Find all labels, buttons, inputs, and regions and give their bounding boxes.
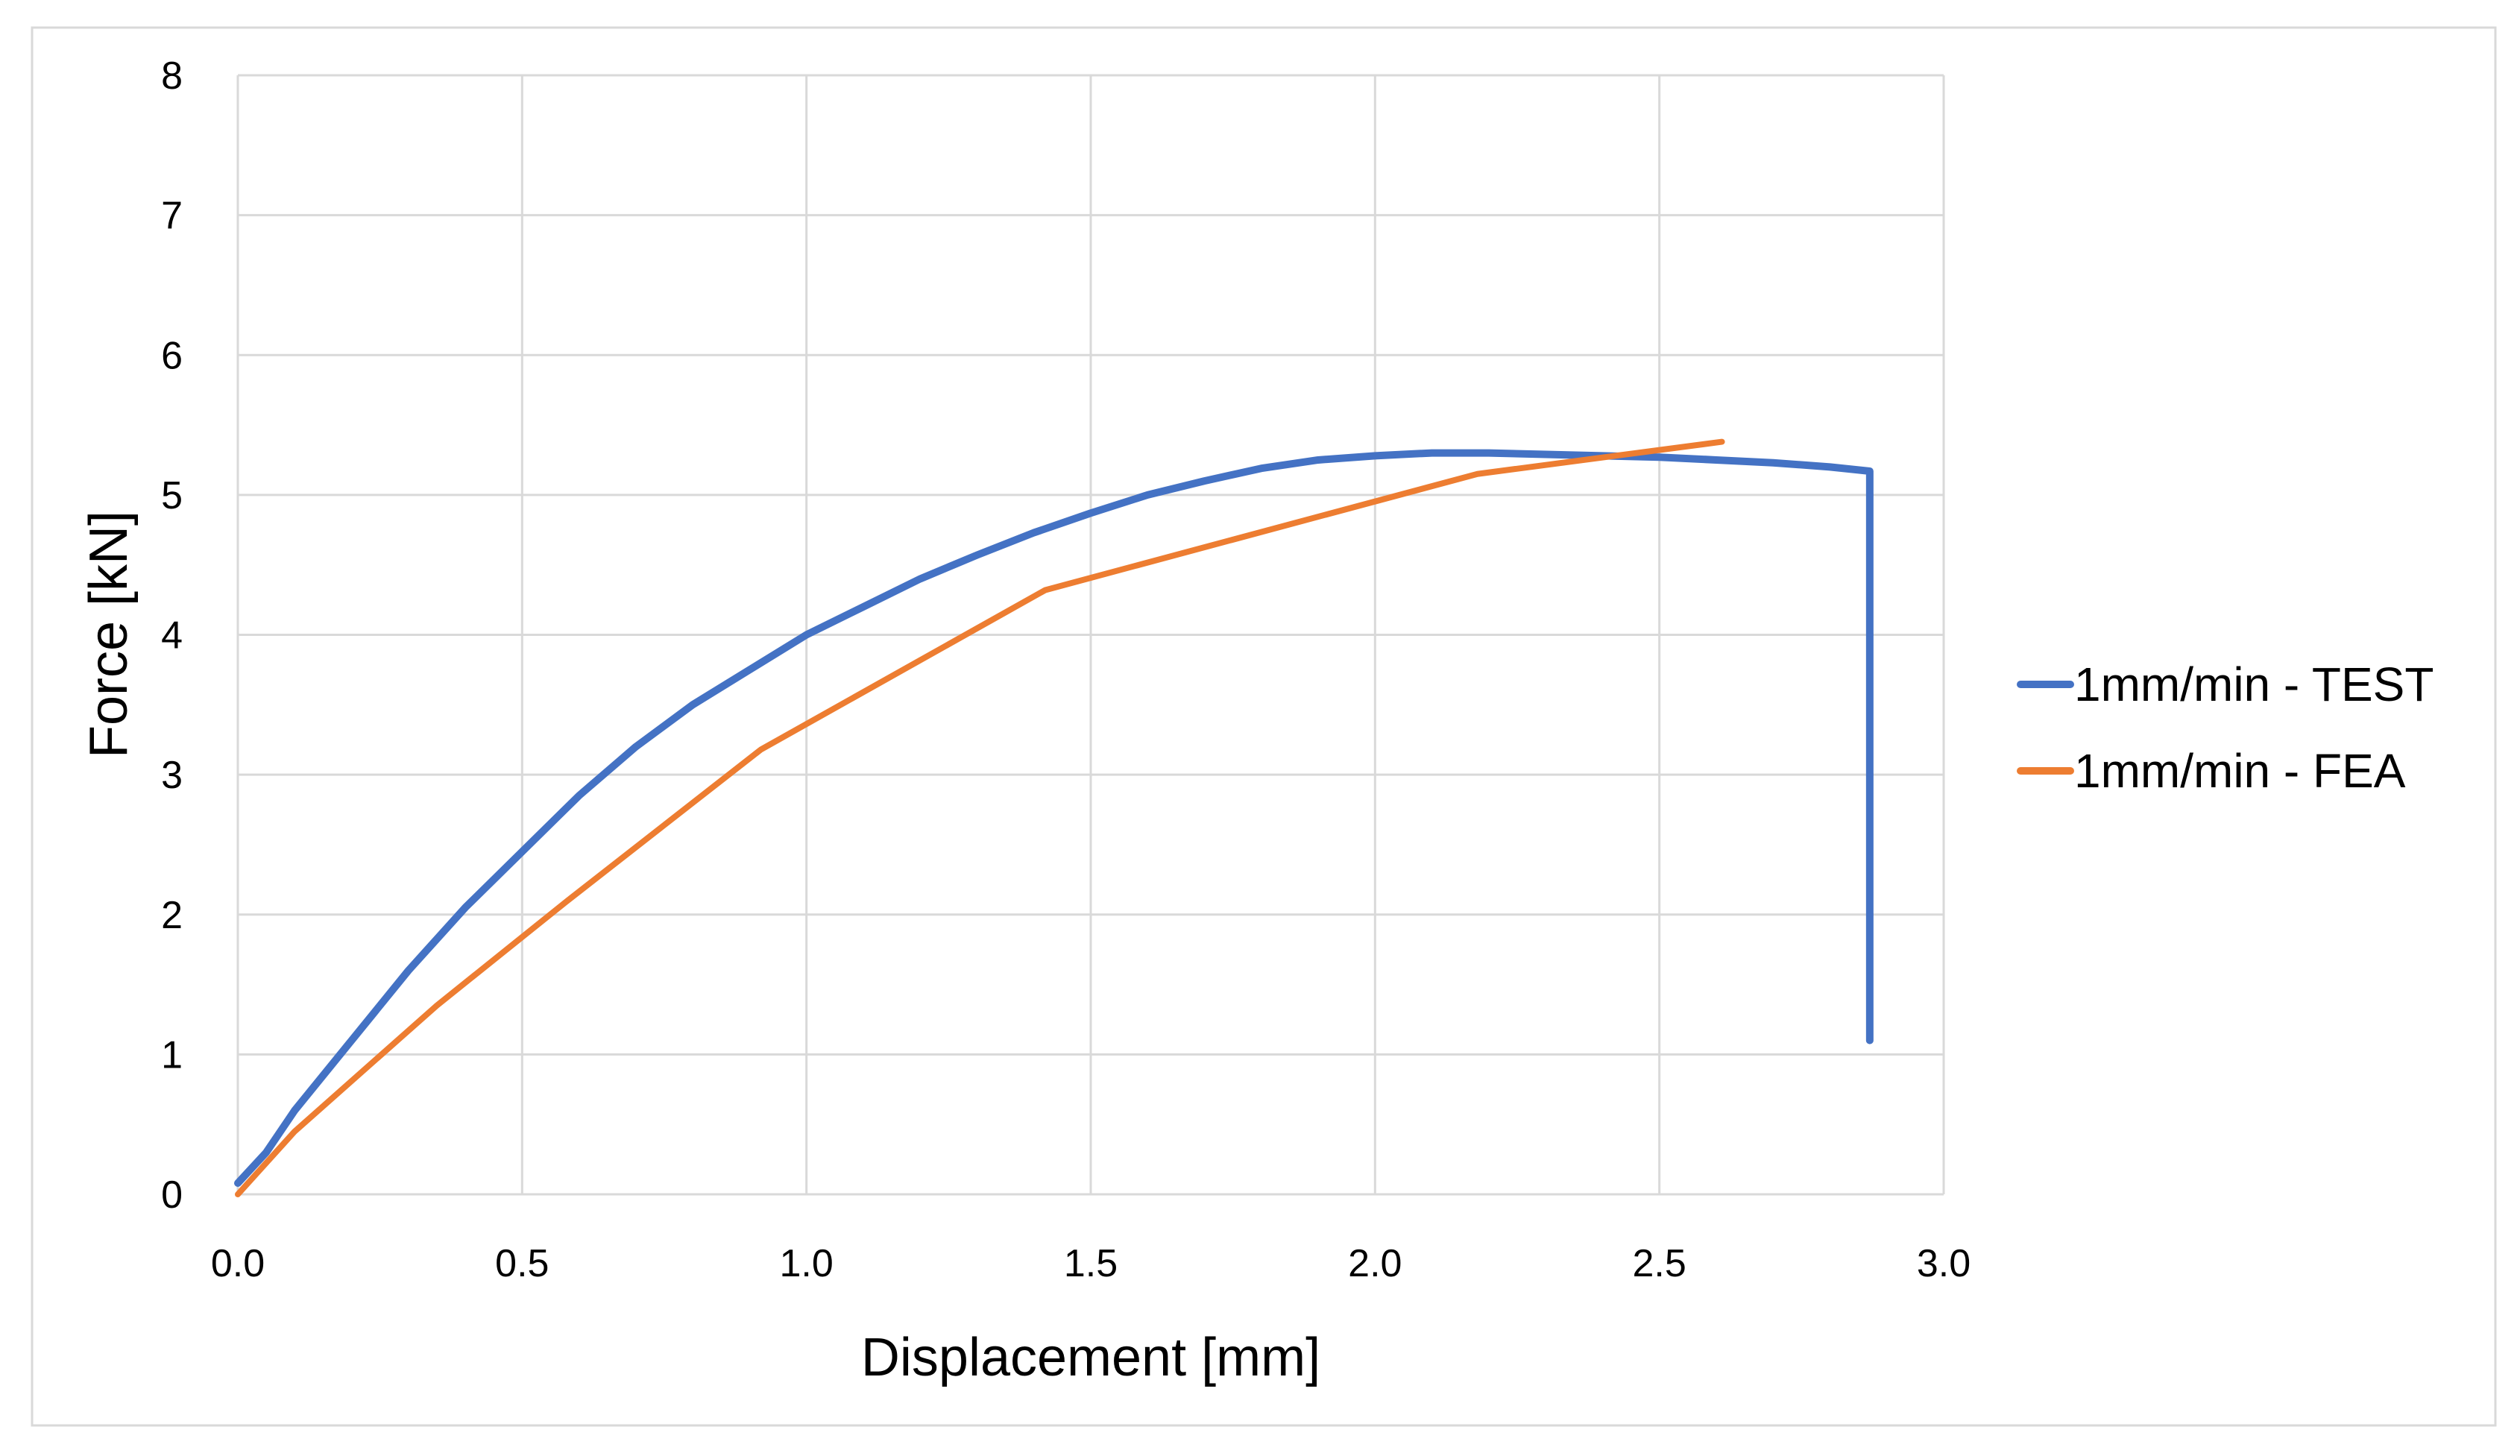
y-tick-label: 7 [161, 195, 183, 238]
y-tick-label: 4 [161, 614, 183, 658]
y-tick-label: 5 [161, 474, 183, 517]
y-tick-label: 3 [161, 754, 183, 797]
y-tick-label: 1 [161, 1033, 183, 1077]
legend: 1mm/min - TEST 1mm/min - FEA [2017, 658, 2434, 798]
x-tick-label: 1.0 [780, 1242, 834, 1285]
y-tick-label: 0 [161, 1173, 183, 1217]
chart-border [31, 26, 2497, 1427]
y-tick-label: 2 [161, 894, 183, 937]
x-axis-title: Displacement [mm] [861, 1328, 1320, 1387]
y-axis-title: Force [kN] [79, 511, 139, 758]
legend-label-test: 1mm/min - TEST [2074, 658, 2434, 711]
x-tick-label: 1.5 [1064, 1242, 1118, 1285]
x-tick-label: 0.0 [211, 1242, 265, 1285]
y-tick-label: 8 [161, 54, 183, 98]
y-tick-label: 6 [161, 334, 183, 377]
x-tick-label: 2.5 [1633, 1242, 1686, 1285]
x-tick-label: 2.0 [1348, 1242, 1402, 1285]
x-tick-label: 0.5 [495, 1242, 549, 1285]
series-line-fea [235, 438, 1725, 1197]
x-tick-label: 3.0 [1917, 1242, 1971, 1285]
series-line-test [234, 449, 1874, 1187]
legend-label-fea: 1mm/min - FEA [2074, 744, 2406, 798]
